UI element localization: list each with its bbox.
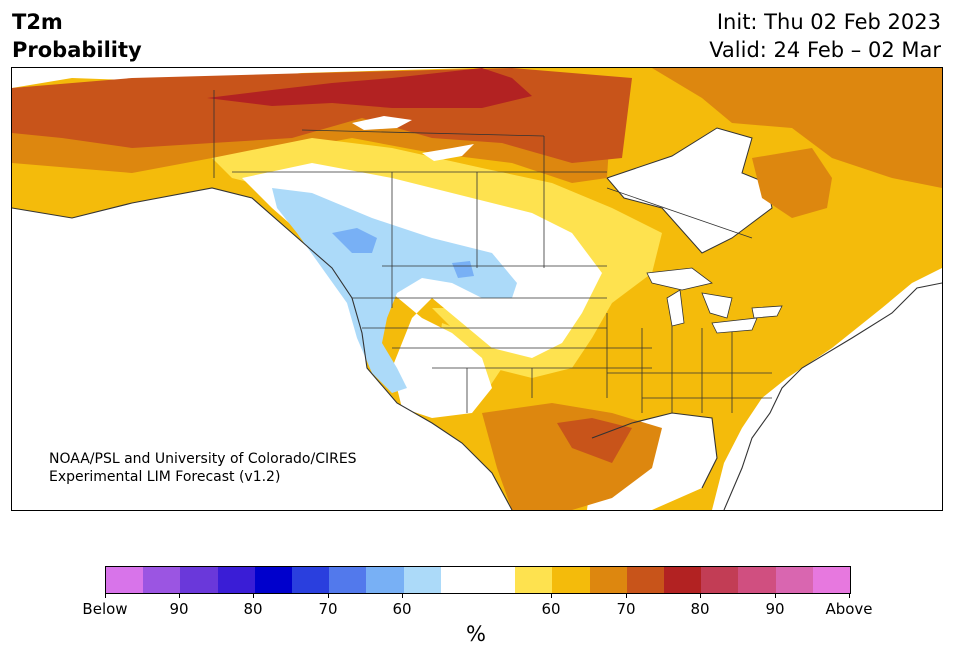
tickmark (253, 593, 254, 598)
colorbar-swatch (403, 567, 441, 593)
colorbar-swatch (626, 567, 665, 593)
coastlines (12, 187, 942, 510)
below-light (272, 188, 517, 393)
forecast-map (11, 67, 943, 511)
tick-label-above-80: 80 (690, 600, 710, 618)
colorbar-swatch (106, 567, 144, 593)
great-lakes (646, 267, 783, 334)
date-info: Init: Thu 02 Feb 2023 Valid: 24 Feb – 02… (709, 8, 941, 64)
colorbar-swatch (738, 567, 776, 593)
tickmark (849, 593, 850, 598)
arctic-island-2 (422, 144, 474, 161)
tickmark (328, 593, 329, 598)
tickmark (626, 593, 627, 598)
credit-line-2: Experimental LIM Forecast (v1.2) (49, 469, 281, 485)
colorbar-swatch (366, 567, 404, 593)
colorbar-swatch (292, 567, 330, 593)
atlantic-water (724, 283, 942, 510)
below-mid-1 (332, 228, 377, 253)
valid-date: Valid: 24 Feb – 02 Mar (709, 38, 941, 62)
tickmark (402, 593, 403, 598)
tick-label-below-70: 70 (318, 600, 338, 618)
attribution: NOAA/PSL and University of Colorado/CIRE… (49, 450, 357, 486)
colorbar-swatch (478, 567, 516, 593)
tick-label-above-70: 70 (616, 600, 636, 618)
colorbar-swatch (812, 567, 851, 593)
tick-label-below-60: 60 (392, 600, 412, 618)
pacific-water (12, 188, 512, 510)
band-80-north (207, 68, 532, 108)
credit-line-1: NOAA/PSL and University of Colorado/CIRE… (49, 451, 357, 467)
tickmark (105, 593, 106, 598)
band-75-south (557, 418, 632, 463)
band-70-east (652, 68, 942, 188)
colorbar-swatch (589, 567, 627, 593)
colorbar-swatch (254, 567, 293, 593)
tick-label-above-60: 60 (541, 600, 561, 618)
map-svg (12, 68, 942, 510)
band-70-labrador (752, 148, 832, 218)
below-mid-2 (452, 261, 474, 278)
colorbar-swatch (143, 567, 181, 593)
colorbar-swatch (180, 567, 218, 593)
colorbar-swatch (552, 567, 590, 593)
map-title: T2m Probability (12, 8, 142, 64)
title-line-1: T2m (12, 10, 63, 34)
init-date: Init: Thu 02 Feb 2023 (716, 10, 941, 34)
tick-label-above: Above (825, 600, 873, 618)
tick-label-above-90: 90 (765, 600, 785, 618)
tickmark (551, 593, 552, 598)
colorbar-swatch (329, 567, 367, 593)
colorbar-swatch (515, 567, 553, 593)
tickmark (700, 593, 701, 598)
tick-label-below: Below (82, 600, 128, 618)
colorbar (105, 566, 851, 594)
colorbar-unit: % (466, 622, 486, 646)
political-borders (213, 90, 772, 413)
colorbar-swatch (664, 567, 702, 593)
colorbar-swatch (217, 567, 255, 593)
title-line-2: Probability (12, 38, 142, 62)
tickmark (775, 593, 776, 598)
tick-label-below-90: 90 (169, 600, 189, 618)
colorbar-swatch (701, 567, 739, 593)
arctic-island-1 (352, 116, 412, 130)
colorbar-swatch (440, 567, 479, 593)
colorbar-swatch (775, 567, 813, 593)
tick-label-below-80: 80 (243, 600, 263, 618)
tickmark (179, 593, 180, 598)
